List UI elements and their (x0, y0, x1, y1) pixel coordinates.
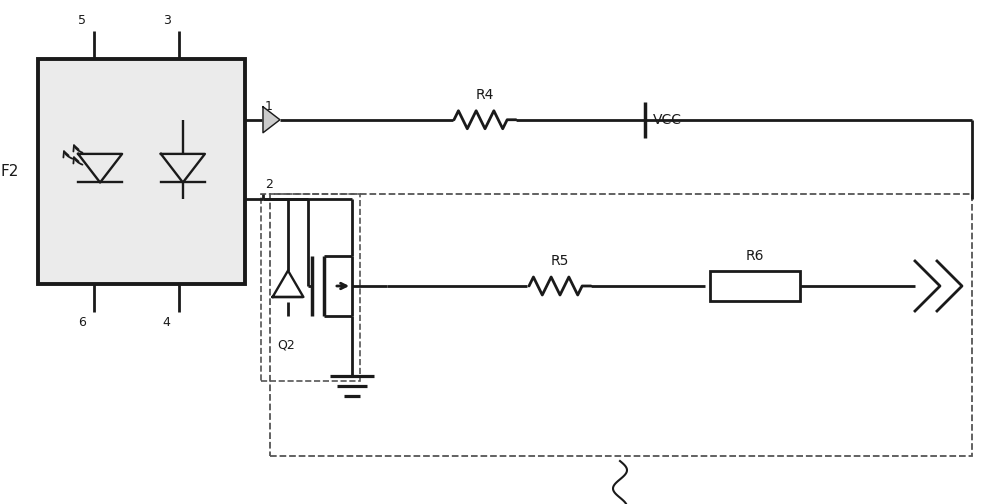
Text: 1: 1 (265, 100, 273, 113)
Bar (261, 194, 360, 381)
Text: R4: R4 (476, 88, 494, 102)
Text: 4: 4 (163, 316, 171, 329)
Bar (38, 59, 245, 284)
Text: 6: 6 (78, 316, 86, 329)
Text: 3: 3 (163, 14, 171, 27)
Text: 5: 5 (78, 14, 86, 27)
Text: R6: R6 (746, 249, 764, 263)
Text: Q2: Q2 (277, 338, 295, 351)
Text: 2: 2 (265, 178, 273, 192)
Bar (270, 194, 972, 456)
Text: VCC: VCC (653, 113, 682, 127)
Text: R5: R5 (551, 254, 569, 268)
Text: F2: F2 (1, 164, 19, 179)
Bar (710, 271, 800, 301)
Polygon shape (263, 107, 280, 133)
